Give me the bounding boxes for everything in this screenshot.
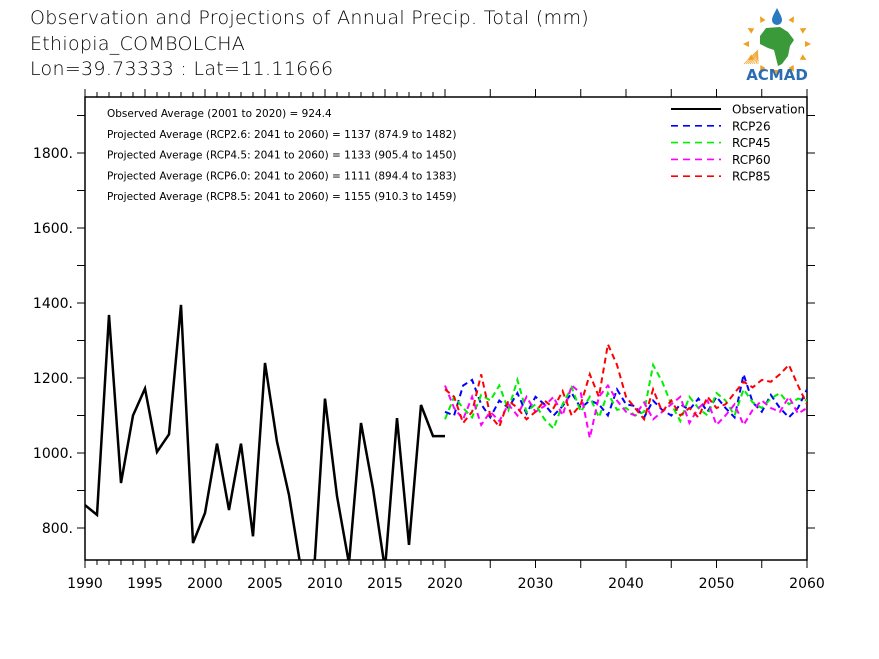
sun-ray bbox=[788, 16, 794, 23]
series-line-rcp26 bbox=[444, 370, 807, 420]
series-layer bbox=[85, 304, 807, 560]
stat-line: Projected Average (RCP8.5: 2041 to 2060)… bbox=[107, 191, 456, 203]
x-tick-label: 2005 bbox=[247, 576, 283, 592]
y-tick-label: 1800. bbox=[33, 146, 73, 162]
sun-ray bbox=[805, 41, 811, 47]
legend-label-observation: Observation bbox=[732, 103, 805, 117]
x-tick-label: 1990 bbox=[67, 576, 103, 592]
y-tick-label: 1400. bbox=[33, 296, 73, 312]
sun-ray bbox=[799, 28, 807, 34]
hatch-line bbox=[751, 53, 759, 65]
x-tick-label: 2030 bbox=[518, 576, 554, 592]
logo-text: ACMAD bbox=[746, 66, 808, 84]
y-tick-label: 1000. bbox=[33, 446, 73, 462]
sun-ray bbox=[747, 28, 755, 34]
y-tick-label: 1200. bbox=[33, 371, 73, 387]
acmad-logo: ACMAD bbox=[743, 8, 811, 84]
legend-label-rcp45: RCP45 bbox=[732, 136, 771, 150]
hatch-line bbox=[747, 51, 759, 65]
stat-line: Projected Average (RCP2.6: 2041 to 2060)… bbox=[107, 129, 456, 141]
y-tick-label: 1600. bbox=[33, 221, 73, 237]
water-drop-icon bbox=[772, 8, 782, 25]
series-line-rcp60 bbox=[444, 383, 807, 439]
x-tick-label: 2040 bbox=[608, 576, 644, 592]
sun-ray bbox=[774, 70, 780, 76]
x-tick-label: 2010 bbox=[307, 576, 343, 592]
station-name: Ethiopia_COMBOLCHA bbox=[30, 33, 246, 55]
sun-ray bbox=[760, 65, 766, 72]
statistics-annotations: Observed Average (2001 to 2020) = 924.4 P… bbox=[107, 108, 456, 203]
x-tick-label: 2060 bbox=[789, 576, 825, 592]
chart-axes: 800. 1000. 1200. 1400. 1600. 1800. 1990 1995 200… bbox=[33, 89, 825, 592]
x-tick-label: 2050 bbox=[699, 576, 735, 592]
hatch-line bbox=[749, 52, 759, 65]
sun-ray bbox=[743, 41, 749, 47]
legend-label-rcp85: RCP85 bbox=[732, 170, 771, 184]
legend-label-rcp60: RCP60 bbox=[732, 153, 771, 167]
series-line-observation bbox=[85, 304, 445, 560]
sun-ray bbox=[799, 54, 807, 60]
x-tick-label: 2020 bbox=[427, 576, 463, 592]
hatch-line bbox=[753, 54, 759, 65]
x-tick-label: 1995 bbox=[127, 576, 163, 592]
sun-ray bbox=[788, 65, 794, 72]
series-line-rcp85 bbox=[444, 340, 807, 429]
hatched-wedge-icon bbox=[743, 49, 759, 65]
africa-map-icon bbox=[760, 27, 794, 66]
station-coordinates: Lon=39.73333 : Lat=11.11666 bbox=[30, 58, 334, 80]
stat-line: Observed Average (2001 to 2020) = 924.4 bbox=[107, 108, 332, 120]
legend-label-rcp26: RCP26 bbox=[732, 119, 771, 133]
stat-line: Projected Average (RCP4.5: 2041 to 2060)… bbox=[107, 150, 456, 162]
x-tick-label: 2015 bbox=[367, 576, 403, 592]
legend: Observation RCP26 RCP45 RCP60 RCP85 bbox=[671, 103, 805, 184]
chart-title: Observation and Projections of Annual Pr… bbox=[30, 7, 589, 29]
hatch-line bbox=[745, 50, 759, 65]
plot-frame bbox=[84, 96, 808, 561]
hatch-line bbox=[743, 49, 759, 65]
y-tick-label: 800. bbox=[42, 521, 73, 537]
x-tick-label: 2000 bbox=[187, 576, 223, 592]
sun-ray bbox=[760, 16, 766, 23]
stat-line: Projected Average (RCP6.0: 2041 to 2060)… bbox=[107, 170, 456, 182]
